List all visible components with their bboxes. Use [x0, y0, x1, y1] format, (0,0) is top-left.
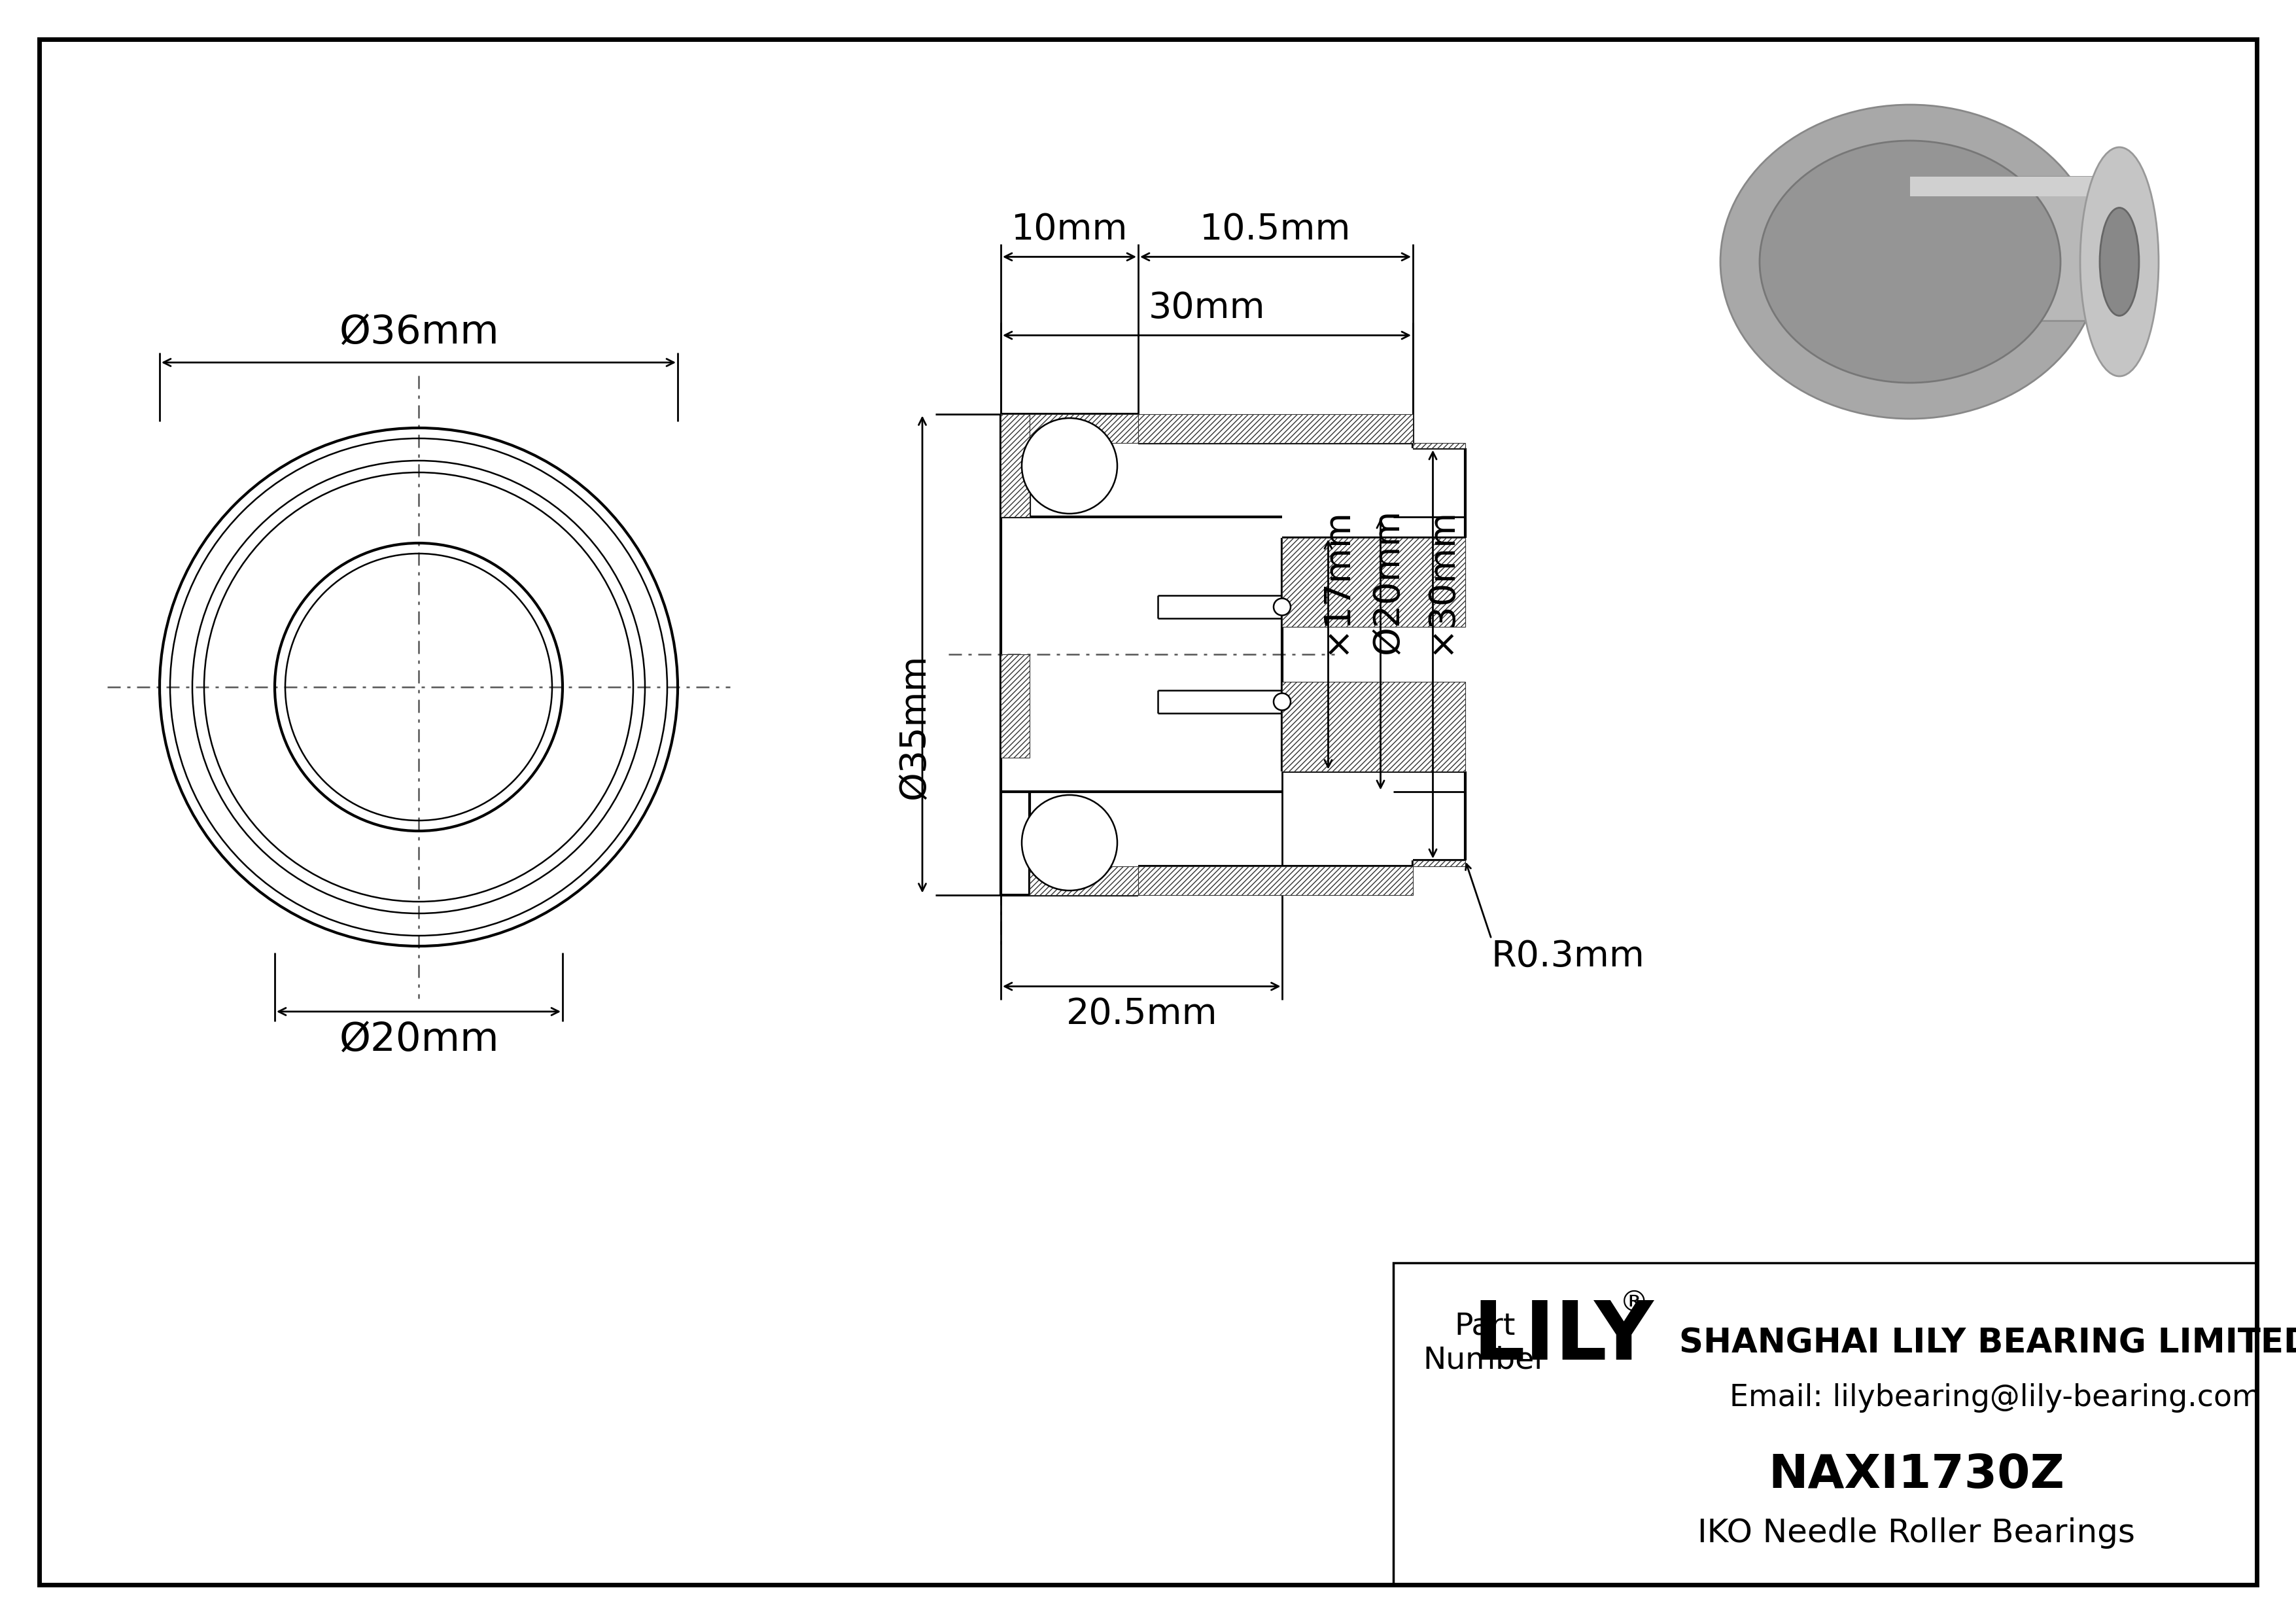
Ellipse shape [2101, 208, 2140, 315]
Text: SHANGHAI LILY BEARING LIMITED: SHANGHAI LILY BEARING LIMITED [1678, 1327, 2296, 1359]
Text: 30mm: 30mm [1148, 291, 1265, 325]
Bar [1029, 414, 1139, 443]
Bar [1001, 654, 1029, 757]
Text: Ø35mm: Ø35mm [898, 654, 932, 801]
Bar [1394, 1263, 2257, 1585]
Text: 10.5mm: 10.5mm [1201, 211, 1352, 247]
Text: IKO Needle Roller Bearings: IKO Needle Roller Bearings [1697, 1517, 2135, 1549]
Text: ×17mm: ×17mm [1318, 507, 1355, 654]
Text: Email: lilybearing@lily-bearing.com: Email: lilybearing@lily-bearing.com [1729, 1384, 2262, 1413]
Text: ®: ® [1619, 1289, 1649, 1317]
Text: Ø36mm: Ø36mm [338, 313, 498, 352]
Text: LILY: LILY [1472, 1298, 1653, 1377]
Text: 20.5mm: 20.5mm [1065, 996, 1217, 1031]
Text: ×30mm: ×30mm [1424, 507, 1458, 654]
Bar [1139, 414, 1412, 443]
Text: 10mm: 10mm [1010, 211, 1127, 247]
Text: R0.3mm: R0.3mm [1492, 939, 1644, 974]
Bar [1001, 414, 1029, 516]
Text: Ø20mm: Ø20mm [1371, 508, 1405, 654]
Circle shape [1022, 417, 1118, 513]
Bar [1412, 443, 1465, 448]
Circle shape [1022, 796, 1118, 890]
Bar [1029, 866, 1139, 895]
Bar [1283, 682, 1465, 771]
Ellipse shape [2080, 148, 2158, 377]
Bar [1412, 861, 1465, 866]
Circle shape [1274, 693, 1290, 710]
Ellipse shape [1759, 141, 2060, 383]
Text: Ø20mm: Ø20mm [338, 1021, 498, 1060]
Circle shape [1274, 598, 1290, 615]
Text: NAXI1730Z: NAXI1730Z [1768, 1453, 2064, 1497]
Text: Part
Number: Part Number [1424, 1312, 1548, 1376]
Bar [1139, 866, 1412, 895]
Bar [1910, 177, 2119, 320]
Bar [1283, 538, 1465, 627]
Ellipse shape [1720, 104, 2101, 419]
Bar [1283, 538, 1465, 627]
Bar [1910, 177, 2119, 197]
